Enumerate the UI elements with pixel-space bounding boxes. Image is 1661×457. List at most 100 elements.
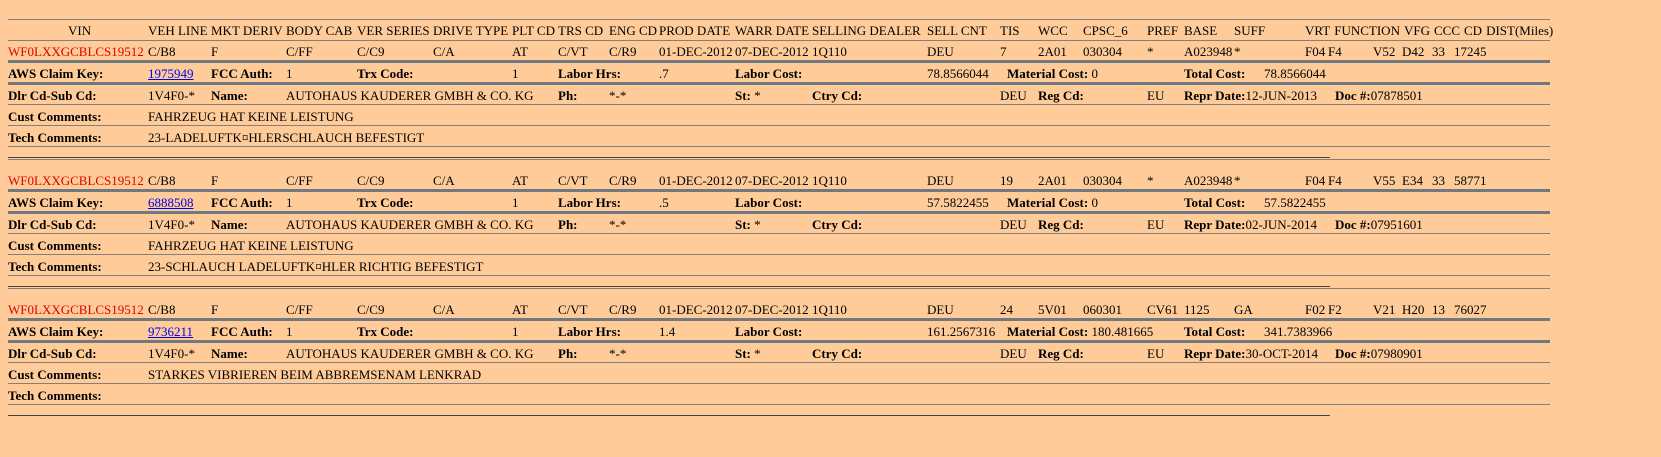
vehicle-field: 7 [1000,44,1007,59]
column-header: VER SERIES [357,23,430,38]
vehicle-field: C/B8 [148,44,176,59]
vehicle-data-row: WF0LXXGCBLCS19512 C/B8 F C/FF C/C9 C/A AT C/VT C… [8,170,1550,190]
divider [8,40,1550,41]
total-cost-label: Total Cost: [1184,324,1246,339]
dealer-name-label: Name: [211,346,248,361]
vehicle-field: V52 [1373,44,1396,59]
repair-date-label: Repr Date: [1184,346,1246,361]
vehicle-field: A023948 [1184,44,1233,59]
vehicle-field: 13 [1432,302,1445,317]
column-header: WCC [1038,23,1068,38]
cust-comments-row: Cust Comments: STARKES VIBRIEREN BEIM ABB… [8,364,1550,384]
vehicle-field: 01-DEC-2012 [659,173,733,188]
vehicle-field: 33 [1432,44,1445,59]
column-header: BODY CAB [286,23,353,38]
fcc-auth-label: FCC Auth: [211,66,273,81]
cust-comments-label: Cust Comments: [8,367,102,382]
region-value: EU [1147,88,1165,103]
doc-number: Doc #:07951601 [1335,217,1423,233]
header-row: VIN VEH LINE MKT DERIV BODY CAB VER SERIES DR… [8,20,1553,40]
column-header: MKT DERIV [211,23,283,38]
region-label: Reg Cd: [1038,346,1084,361]
vehicle-field: AT [512,44,528,59]
column-header: SUFF [1234,23,1266,38]
vehicle-field: 5V01 [1038,302,1067,317]
phone-label: Ph: [558,346,578,361]
trx-code-label: Trx Code: [357,195,414,210]
labor-hrs-value: 1.4 [659,324,676,339]
column-header: WARR DATE [735,23,810,38]
dealer-row: Dlr Cd-Sub Cd: 1V4F0-* Name: AUTOHAUS KAUDE… [8,214,1550,234]
material-cost-label: Material Cost: [1007,324,1089,339]
vehicle-field: F [211,44,219,59]
column-header: PLT CD [512,23,555,38]
country-label: Ctry Cd: [812,88,863,103]
vehicle-field: 1Q110 [812,302,847,317]
claim-key-link[interactable]: 1975949 [148,66,194,81]
vehicle-field: F2 [1328,302,1342,317]
labor-cost-value: 78.8566044 [927,66,989,81]
vehicle-field: * [1234,173,1241,188]
cust-comments-row: Cust Comments: FAHRZEUG HAT KEINE LEISTUN… [8,106,1550,126]
state-label: St: [735,217,751,232]
vin: WF0LXXGCBLCS19512 [8,44,144,59]
vehicle-field: C/C9 [357,173,385,188]
repair-date-value: 12-JUN-2013 [1245,88,1318,103]
vehicle-field: F02 [1305,302,1326,317]
state-value: * [754,217,761,232]
material-cost-value: 0 [1091,66,1098,81]
vehicle-field: 07-DEC-2012 [735,302,809,317]
vehicle-field: C/B8 [148,173,176,188]
region-value: EU [1147,346,1165,361]
state-value: * [754,88,761,103]
vehicle-field: 2A01 [1038,44,1067,59]
vehicle-field: C/FF [286,173,313,188]
doc-label: Doc #: [1335,217,1371,232]
vehicle-field: AT [512,173,528,188]
column-header: CD [1464,23,1483,38]
vehicle-field: D42 [1402,44,1425,59]
column-header: VFG [1403,23,1430,38]
fcc-auth-value: 1 [286,195,293,210]
dealer-name-value: AUTOHAUS KAUDERER GMBH & CO. KG [286,217,534,232]
vehicle-field: C/A [433,173,455,188]
labor-cost-label: Labor Cost: [735,66,803,81]
claim-key-link[interactable]: 6888508 [148,195,194,210]
phone-label: Ph: [558,88,578,103]
vehicle-field: 17245 [1454,44,1487,59]
vehicle-field: F4 [1328,44,1342,59]
region-label: Reg Cd: [1038,217,1084,232]
repair-date: Repr Date:02-JUN-2014 [1184,217,1317,233]
material-cost-label: Material Cost: [1007,195,1089,210]
vehicle-field: DEU [927,44,954,59]
total-cost-label: Total Cost: [1184,66,1246,81]
country-label: Ctry Cd: [812,346,863,361]
divider [8,189,1550,192]
state-value: * [754,346,761,361]
vehicle-field: F4 [1328,173,1342,188]
claim-key-label: AWS Claim Key: [8,324,104,339]
dealer-name-value: AUTOHAUS KAUDERER GMBH & CO. KG [286,88,534,103]
vehicle-field: 030304 [1083,44,1122,59]
claim-key-link[interactable]: 9736211 [148,324,194,339]
vehicle-field: * [1234,44,1241,59]
doc-value: 07951601 [1370,217,1423,232]
dealer-code-label: Dlr Cd-Sub Cd: [8,217,97,232]
trx-code-label: Trx Code: [357,66,414,81]
state: St: * [735,217,761,233]
doc-number: Doc #:07980901 [1335,346,1423,362]
record-separator [8,157,1330,158]
vehicle-field: C/VT [558,44,588,59]
vehicle-field: C/R9 [609,44,637,59]
column-header: PROD DATE [659,23,731,38]
dealer-row: Dlr Cd-Sub Cd: 1V4F0-* Name: AUTOHAUS KAUDE… [8,343,1550,363]
dealer-code-value: 1V4F0-* [148,217,195,232]
column-header: SELLING DEALER [812,23,921,38]
vehicle-field: C/C9 [357,44,385,59]
doc-value: 07878501 [1370,88,1423,103]
divider [8,19,1550,20]
vehicle-field: C/VT [558,302,588,317]
vehicle-field: CV61 [1147,302,1179,317]
vehicle-field: 07-DEC-2012 [735,173,809,188]
labor-hrs-label: Labor Hrs: [558,324,621,339]
